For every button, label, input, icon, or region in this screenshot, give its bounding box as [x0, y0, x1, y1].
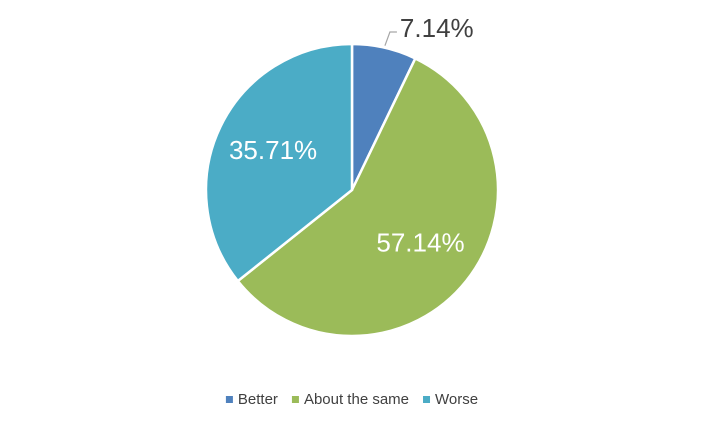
- leader-line: [384, 31, 397, 46]
- pie-slice: [236, 56, 500, 338]
- legend-label: Better: [238, 391, 278, 408]
- pie-slice: [204, 42, 354, 283]
- data-label: 7.14%: [400, 13, 474, 43]
- legend-swatch: [225, 396, 233, 403]
- legend: Better About the same Worse: [225, 391, 478, 408]
- data-label: 57.14%: [376, 227, 464, 257]
- legend-label: Worse: [435, 391, 478, 408]
- data-label: 35.71%: [229, 135, 317, 165]
- legend-swatch: [291, 396, 299, 403]
- legend-swatch: [423, 396, 431, 403]
- legend-label: About the same: [304, 391, 409, 408]
